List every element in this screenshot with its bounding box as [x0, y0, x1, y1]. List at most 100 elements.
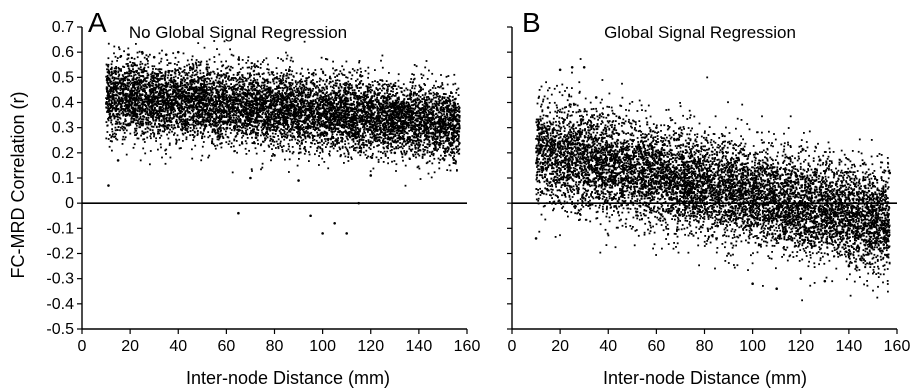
scatter-point — [376, 115, 378, 117]
scatter-point — [205, 120, 207, 123]
scatter-point — [384, 102, 387, 105]
scatter-point — [122, 122, 125, 124]
scatter-point — [393, 130, 396, 133]
scatter-point — [105, 97, 107, 99]
scatter-point — [177, 107, 179, 110]
scatter-point — [208, 86, 210, 89]
scatter-point — [376, 140, 379, 143]
scatter-point — [251, 170, 253, 172]
scatter-point — [121, 125, 124, 128]
scatter-point — [345, 116, 348, 119]
scatter-point — [266, 82, 269, 84]
scatter-point — [260, 134, 262, 137]
scatter-point — [241, 59, 244, 61]
scatter-point — [138, 123, 141, 126]
scatter-point — [166, 127, 168, 130]
scatter-point — [423, 122, 425, 124]
scatter-point — [142, 88, 145, 90]
scatter-point — [137, 67, 140, 70]
scatter-point — [434, 127, 437, 129]
scatter-point — [282, 122, 285, 125]
scatter-point — [221, 85, 224, 88]
scatter-point — [281, 114, 283, 117]
scatter-point — [123, 77, 125, 80]
scatter-point — [433, 120, 436, 123]
scatter-point — [323, 88, 326, 91]
scatter-point — [455, 118, 457, 120]
scatter-point — [276, 76, 278, 78]
scatter-point — [118, 116, 121, 119]
scatter-point — [232, 101, 235, 103]
scatter-point — [166, 124, 169, 127]
scatter-point — [458, 114, 460, 117]
scatter-point — [178, 109, 180, 111]
scatter-point — [391, 160, 393, 163]
scatter-point — [426, 149, 429, 152]
scatter-point — [175, 138, 177, 141]
scatter-point — [173, 83, 175, 86]
scatter-point — [233, 129, 236, 132]
scatter-point — [220, 124, 222, 127]
scatter-point — [280, 79, 282, 81]
scatter-point — [361, 75, 364, 77]
scatter-point — [283, 110, 286, 112]
scatter-point — [331, 113, 334, 116]
scatter-point — [256, 128, 259, 131]
scatter-point — [296, 97, 298, 99]
scatter-point — [224, 103, 227, 105]
scatter-point — [388, 85, 391, 87]
scatter-point — [322, 87, 325, 89]
scatter-point — [397, 128, 400, 131]
scatter-point — [147, 117, 150, 119]
scatter-point — [180, 128, 182, 131]
scatter-point — [310, 141, 312, 144]
scatter-point — [442, 117, 445, 120]
scatter-point — [456, 151, 458, 154]
scatter-point — [444, 93, 447, 95]
scatter-point — [387, 162, 389, 165]
scatter-point — [245, 131, 248, 134]
scatter-point — [121, 110, 124, 113]
scatter-point — [233, 125, 235, 128]
scatter-point — [153, 95, 155, 98]
scatter-point — [279, 95, 282, 97]
scatter-point — [152, 68, 154, 70]
scatter-point — [288, 73, 291, 76]
scatter-point — [106, 88, 108, 91]
panel-a-letter: A — [88, 7, 107, 38]
scatter-point — [132, 76, 135, 78]
scatter-point — [232, 121, 235, 124]
scatter-point — [228, 140, 231, 143]
scatter-point — [301, 80, 304, 83]
scatter-point — [143, 77, 146, 80]
scatter-point — [385, 145, 388, 148]
scatter-point — [261, 96, 264, 99]
scatter-point — [171, 100, 173, 103]
scatter-point — [281, 92, 283, 94]
scatter-point — [318, 155, 320, 157]
scatter-point — [347, 114, 349, 117]
scatter-point — [417, 165, 420, 168]
scatter-point — [252, 100, 255, 103]
scatter-point — [329, 119, 332, 121]
scatter-point — [255, 73, 258, 76]
scatter-point — [414, 114, 417, 117]
scatter-point — [377, 139, 379, 141]
scatter-point — [311, 121, 314, 123]
scatter-point — [271, 125, 274, 128]
scatter-point — [302, 89, 305, 92]
scatter-point — [189, 75, 192, 78]
scatter-point — [326, 87, 328, 90]
scatter-point — [229, 48, 231, 51]
scatter-point — [452, 139, 455, 141]
scatter-point — [355, 127, 357, 129]
scatter-point — [396, 124, 399, 127]
scatter-point — [327, 137, 330, 140]
scatter-point — [249, 92, 251, 95]
scatter-point — [220, 70, 223, 72]
scatter-point — [321, 149, 324, 152]
scatter-point — [256, 103, 259, 106]
scatter-point — [425, 136, 428, 138]
scatter-point — [115, 120, 117, 123]
scatter-point — [319, 125, 321, 128]
